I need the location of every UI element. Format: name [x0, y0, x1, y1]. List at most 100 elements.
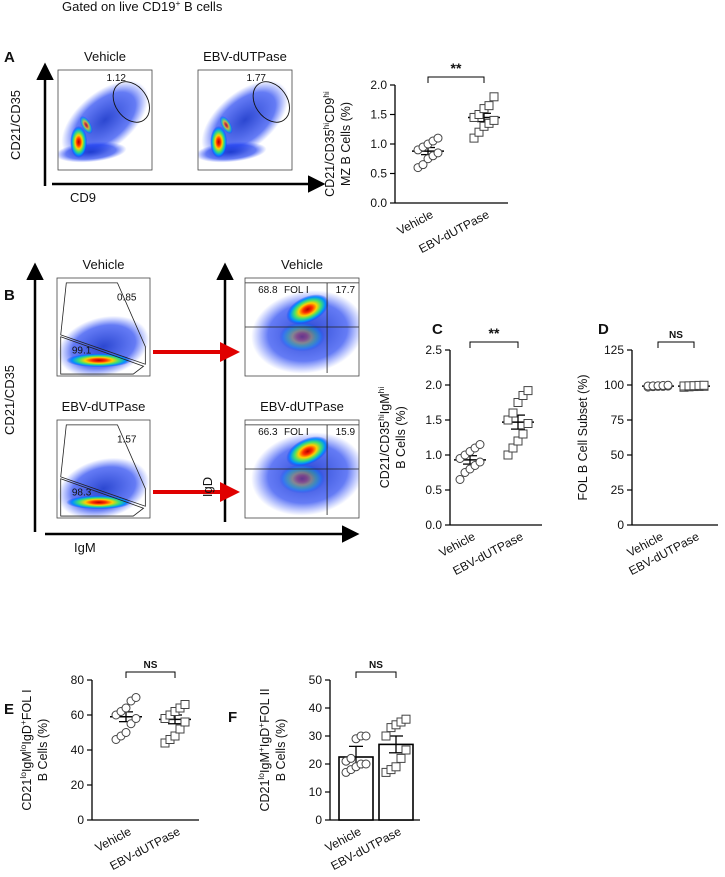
point — [474, 127, 484, 137]
figure-title-part: + — [175, 0, 180, 8]
y-axis-label: CD21/CD35hiCD9hi — [321, 91, 337, 197]
y-tick-label: 0.5 — [425, 483, 442, 497]
y-axis-label-part: + — [256, 747, 266, 752]
point — [433, 133, 443, 143]
flow-frame — [244, 277, 360, 377]
y-tick-label: 0 — [315, 813, 322, 827]
y-axis-label-part: FOL II — [258, 688, 272, 722]
y-tick-label: 80 — [71, 673, 85, 687]
point — [401, 745, 411, 755]
point — [523, 386, 533, 396]
point — [508, 443, 518, 453]
point — [489, 115, 499, 125]
point — [699, 380, 709, 390]
density — [219, 116, 233, 134]
y-tick-label: 40 — [309, 701, 323, 715]
y-axis-label-part: CD21 — [258, 780, 272, 812]
y-axis-label-part: FOL B Cell Subset (%) — [576, 375, 590, 501]
flow-plot — [245, 278, 359, 376]
y-axis-label: FOL B Cell Subset (%) — [576, 375, 590, 501]
figure-title-part: Gated on live CD19 — [62, 0, 175, 14]
y-tick-label: 0 — [617, 518, 624, 532]
significance-bracket — [427, 76, 485, 83]
y-tick-label: 125 — [604, 343, 624, 357]
flow-frame — [56, 419, 151, 519]
y-tick-label: 50 — [611, 448, 625, 462]
y-tick-label: 100 — [604, 378, 624, 392]
density — [66, 495, 132, 510]
panel-label: F — [228, 709, 237, 726]
y-tick-label: 20 — [309, 757, 323, 771]
y-axis-label: B Cells (%) — [274, 719, 288, 782]
density — [70, 126, 88, 158]
axis-label: IgD — [200, 477, 215, 497]
point — [361, 759, 371, 769]
significance: NS — [669, 330, 683, 341]
axis-label: CD21/CD35 — [8, 90, 23, 160]
point — [489, 92, 499, 102]
y-tick-label: 1.0 — [425, 448, 442, 462]
flow-title: EBV-dUTPase — [203, 49, 287, 64]
significance-bracket — [469, 341, 519, 348]
y-tick-label: 25 — [611, 483, 625, 497]
density — [279, 322, 325, 352]
gate-value: FOL I — [284, 285, 309, 296]
y-tick-label: 10 — [309, 785, 323, 799]
flow-title: Vehicle — [84, 49, 126, 64]
axis-label: CD9 — [70, 190, 96, 205]
point — [508, 408, 518, 418]
point — [391, 762, 401, 772]
y-axis-label-part: CD21/CD35 — [323, 129, 337, 196]
y-axis-label: CD21/CD35hiIgMhi — [376, 387, 392, 489]
point — [418, 160, 428, 170]
significance: ** — [489, 325, 500, 341]
y-tick-label: 2.0 — [370, 78, 387, 92]
flow-title: Vehicle — [83, 257, 125, 272]
point — [513, 398, 523, 407]
flow-plot — [57, 278, 150, 376]
significance: NS — [144, 660, 158, 671]
y-tick-label: 2.0 — [425, 378, 442, 392]
y-axis-label-part: B Cells (%) — [36, 719, 50, 782]
point — [121, 703, 131, 713]
point — [131, 714, 141, 723]
gate-value: FOL I — [284, 427, 309, 438]
y-tick-label: 40 — [71, 743, 85, 757]
y-tick-label: 60 — [71, 708, 85, 722]
y-axis-label-part: hi — [376, 414, 386, 421]
y-axis-label-part: hi — [321, 91, 331, 98]
gate-value: 1.57 — [117, 435, 137, 446]
point — [503, 450, 513, 460]
y-axis-label: CD21loIgM+IgD+FOL II — [256, 688, 272, 811]
point — [180, 717, 190, 727]
axis-label: CD21/CD35 — [2, 365, 17, 435]
point — [396, 753, 406, 763]
panel-label: D — [598, 321, 609, 338]
flow-frame — [56, 277, 151, 377]
y-axis-label-part: + — [18, 720, 28, 725]
figure-title: Gated on live CD19+ B cells — [62, 0, 223, 14]
y-tick-label: 0.0 — [370, 196, 387, 210]
y-tick-label: 30 — [309, 729, 323, 743]
significance: NS — [369, 660, 383, 671]
y-axis-label-part: hi — [321, 123, 331, 130]
flow-frame — [57, 69, 153, 171]
gate — [112, 81, 150, 123]
y-axis-label-part: lo — [18, 744, 28, 751]
panel-label: A — [4, 49, 15, 66]
significance-bracket — [125, 671, 176, 678]
y-axis-label-part: IgM — [258, 752, 272, 773]
gate-value: 98.3 — [72, 488, 92, 499]
density — [279, 464, 325, 494]
point — [433, 148, 443, 158]
flow-plot — [58, 70, 152, 170]
y-axis-label-part: CD9 — [323, 98, 337, 123]
point — [503, 415, 513, 425]
y-axis-label-part: IgM — [378, 393, 392, 414]
density — [286, 436, 330, 467]
y-axis-label-part: IgD — [258, 728, 272, 747]
density — [66, 353, 132, 368]
significance: ** — [451, 60, 462, 76]
significance-bracket — [355, 671, 397, 678]
